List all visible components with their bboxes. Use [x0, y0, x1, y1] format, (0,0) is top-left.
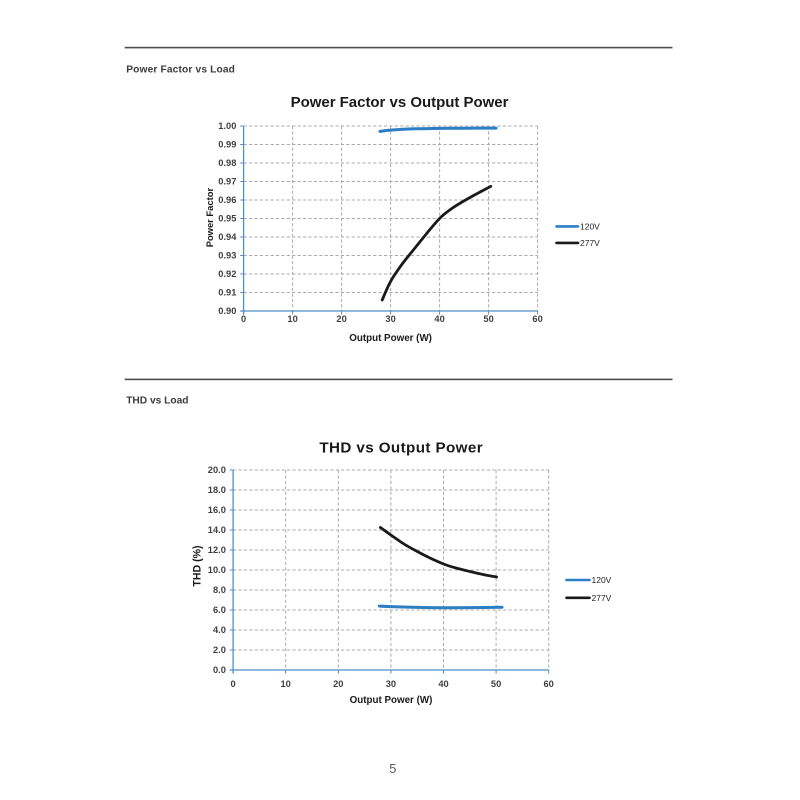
svg-text:277V: 277V — [592, 593, 612, 603]
svg-text:16.0: 16.0 — [208, 505, 226, 515]
svg-text:0: 0 — [241, 314, 246, 324]
svg-text:THD (%): THD (%) — [192, 545, 204, 586]
svg-text:50: 50 — [483, 314, 493, 324]
svg-text:40: 40 — [438, 679, 448, 689]
svg-text:20: 20 — [336, 314, 346, 324]
svg-text:Power Factor: Power Factor — [204, 188, 215, 248]
svg-text:40: 40 — [434, 314, 444, 324]
svg-text:2.0: 2.0 — [213, 645, 226, 655]
svg-text:10.0: 10.0 — [208, 565, 226, 575]
svg-text:0: 0 — [231, 679, 236, 689]
svg-text:50: 50 — [491, 679, 501, 689]
svg-text:0.95: 0.95 — [218, 214, 236, 224]
svg-text:12.0: 12.0 — [208, 545, 226, 555]
svg-text:4.0: 4.0 — [213, 625, 226, 635]
svg-text:20.0: 20.0 — [208, 465, 226, 475]
svg-text:1.00: 1.00 — [218, 121, 236, 131]
svg-text:120V: 120V — [580, 222, 600, 232]
svg-text:5: 5 — [389, 761, 396, 776]
svg-text:8.0: 8.0 — [213, 585, 226, 595]
svg-text:Output Power (W): Output Power (W) — [349, 333, 432, 344]
svg-text:0.97: 0.97 — [218, 177, 236, 187]
svg-text:30: 30 — [385, 314, 395, 324]
svg-text:20: 20 — [333, 679, 343, 689]
svg-text:10: 10 — [281, 679, 291, 689]
svg-text:0.92: 0.92 — [218, 269, 236, 279]
svg-text:0.98: 0.98 — [218, 158, 236, 168]
svg-text:0.99: 0.99 — [218, 140, 236, 150]
svg-text:THD vs Output Power: THD vs Output Power — [319, 439, 483, 456]
svg-text:Output Power (W): Output Power (W) — [350, 695, 433, 706]
svg-text:60: 60 — [544, 679, 554, 689]
svg-text:0.96: 0.96 — [218, 195, 236, 205]
svg-text:14.0: 14.0 — [208, 525, 226, 535]
svg-text:THD vs Load: THD vs Load — [126, 396, 188, 407]
svg-text:0.90: 0.90 — [218, 306, 236, 316]
svg-text:18.0: 18.0 — [208, 485, 226, 495]
svg-text:Power Factor vs Load: Power Factor vs Load — [126, 65, 235, 76]
svg-text:0.93: 0.93 — [218, 251, 236, 261]
svg-text:0.91: 0.91 — [218, 288, 236, 298]
svg-text:60: 60 — [532, 314, 542, 324]
svg-text:10: 10 — [287, 314, 297, 324]
svg-text:30: 30 — [386, 679, 396, 689]
svg-text:277V: 277V — [580, 238, 600, 248]
svg-text:6.0: 6.0 — [213, 605, 226, 615]
svg-text:0.0: 0.0 — [213, 665, 226, 675]
svg-text:120V: 120V — [592, 575, 612, 585]
svg-text:Power Factor vs Output Power: Power Factor vs Output Power — [291, 94, 509, 111]
svg-text:0.94: 0.94 — [218, 232, 237, 242]
